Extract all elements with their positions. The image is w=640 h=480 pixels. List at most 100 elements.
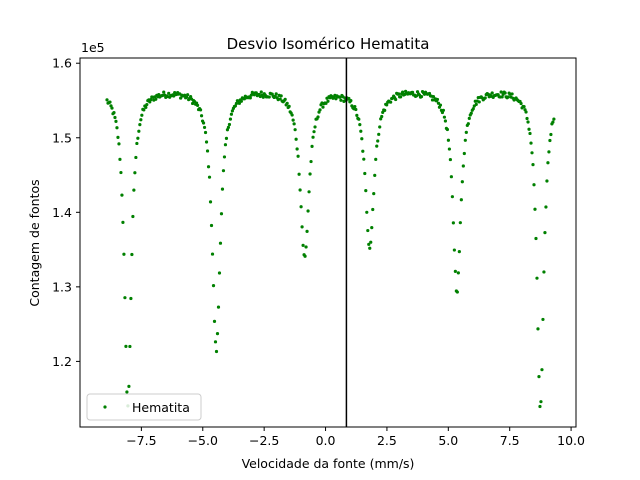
data-point bbox=[535, 276, 539, 280]
data-point bbox=[321, 105, 325, 109]
data-point bbox=[349, 99, 353, 103]
data-point bbox=[125, 390, 129, 394]
data-point bbox=[129, 296, 133, 301]
x-axis-label: Velocidade da fonte (mm/s) bbox=[242, 456, 415, 471]
data-point bbox=[503, 91, 507, 95]
data-point bbox=[291, 118, 295, 122]
data-point bbox=[457, 250, 461, 254]
data-point bbox=[364, 189, 368, 193]
data-point bbox=[313, 125, 317, 129]
data-point bbox=[207, 175, 212, 179]
data-point bbox=[544, 205, 548, 209]
data-point bbox=[234, 101, 238, 106]
data-point bbox=[533, 207, 537, 211]
data-point bbox=[410, 90, 415, 95]
data-point bbox=[401, 90, 405, 94]
data-point bbox=[389, 100, 393, 104]
data-point bbox=[142, 108, 146, 112]
x-tick-label: −2.5 bbox=[249, 433, 279, 448]
data-point bbox=[227, 122, 232, 127]
data-point bbox=[383, 108, 387, 113]
data-point bbox=[363, 171, 367, 176]
data-point bbox=[224, 136, 229, 140]
data-point bbox=[324, 101, 328, 105]
x-tick-label: 10.0 bbox=[557, 433, 585, 448]
data-point bbox=[131, 214, 135, 219]
data-point bbox=[385, 103, 389, 107]
data-point bbox=[133, 171, 137, 175]
data-point bbox=[455, 290, 459, 294]
data-point bbox=[217, 271, 222, 275]
data-point bbox=[374, 157, 378, 162]
data-point bbox=[299, 205, 303, 209]
y-axis-label: Contagem de fontos bbox=[27, 179, 42, 306]
data-point bbox=[212, 319, 217, 323]
data-point bbox=[294, 137, 298, 141]
data-point bbox=[506, 95, 510, 99]
data-point bbox=[191, 101, 195, 106]
y-tick-label: 1.6 bbox=[52, 56, 72, 71]
data-point bbox=[347, 96, 351, 101]
data-point bbox=[113, 115, 117, 120]
data-point bbox=[248, 96, 252, 100]
data-point bbox=[397, 92, 401, 96]
y-tick-label: 1.5 bbox=[52, 130, 72, 145]
legend: Hematita bbox=[86, 393, 202, 421]
data-point bbox=[201, 121, 206, 125]
data-point bbox=[219, 212, 224, 216]
data-point bbox=[144, 105, 148, 109]
data-point bbox=[230, 109, 235, 113]
data-point bbox=[179, 96, 183, 100]
data-point bbox=[311, 135, 315, 139]
y-tick-label: 1.2 bbox=[52, 354, 72, 369]
data-point bbox=[451, 221, 455, 225]
data-point bbox=[216, 305, 221, 309]
data-point bbox=[459, 198, 463, 202]
plot-area-frame bbox=[79, 57, 577, 428]
data-point bbox=[449, 175, 453, 179]
data-point bbox=[354, 107, 358, 112]
data-point bbox=[456, 271, 460, 275]
data-point bbox=[120, 193, 124, 197]
data-point bbox=[312, 130, 316, 134]
data-point bbox=[358, 123, 362, 127]
data-point bbox=[519, 101, 523, 106]
data-point bbox=[206, 165, 211, 169]
y-axis-multiplier: 1e5 bbox=[81, 40, 105, 55]
data-point bbox=[124, 344, 128, 349]
data-point bbox=[285, 101, 289, 105]
data-point bbox=[139, 118, 143, 122]
data-point bbox=[452, 248, 456, 252]
data-point bbox=[528, 131, 532, 136]
data-point bbox=[167, 91, 171, 95]
data-point bbox=[450, 195, 454, 199]
data-point bbox=[372, 192, 376, 196]
data-point bbox=[435, 97, 440, 102]
data-point bbox=[431, 95, 436, 99]
data-point bbox=[532, 183, 536, 187]
data-point bbox=[360, 137, 364, 141]
data-point bbox=[377, 132, 381, 136]
data-point bbox=[365, 210, 369, 214]
data-point bbox=[308, 172, 312, 176]
data-point bbox=[370, 226, 374, 230]
data-point bbox=[529, 141, 533, 145]
data-point bbox=[453, 269, 457, 273]
data-point bbox=[538, 404, 542, 409]
data-point bbox=[220, 187, 225, 191]
y-tick-label: 1.4 bbox=[52, 205, 72, 220]
data-point bbox=[105, 98, 109, 102]
data-point bbox=[316, 115, 320, 119]
data-point bbox=[326, 99, 330, 103]
data-point bbox=[199, 114, 204, 118]
data-point bbox=[339, 98, 343, 102]
chart-title: Desvio Isomérico Hematita bbox=[227, 35, 430, 53]
data-point bbox=[298, 188, 302, 192]
data-point bbox=[463, 138, 467, 142]
x-tick-label: 0.0 bbox=[316, 433, 336, 448]
data-point bbox=[464, 130, 468, 134]
data-point bbox=[128, 344, 132, 349]
data-point bbox=[229, 112, 234, 116]
data-point bbox=[114, 119, 118, 124]
x-tick-label: 5.0 bbox=[438, 433, 458, 448]
